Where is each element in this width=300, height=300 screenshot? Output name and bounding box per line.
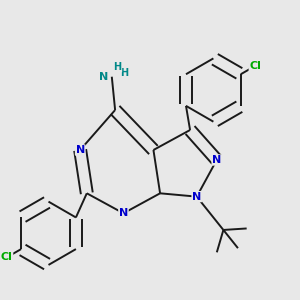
Text: N: N <box>76 145 85 155</box>
Text: N: N <box>192 192 201 202</box>
Text: N: N <box>212 155 221 165</box>
Text: Cl: Cl <box>1 252 13 262</box>
Text: Cl: Cl <box>249 61 261 71</box>
Text: N: N <box>119 208 128 218</box>
Text: N: N <box>98 72 108 82</box>
Text: H: H <box>113 62 122 72</box>
Text: H: H <box>120 68 128 78</box>
